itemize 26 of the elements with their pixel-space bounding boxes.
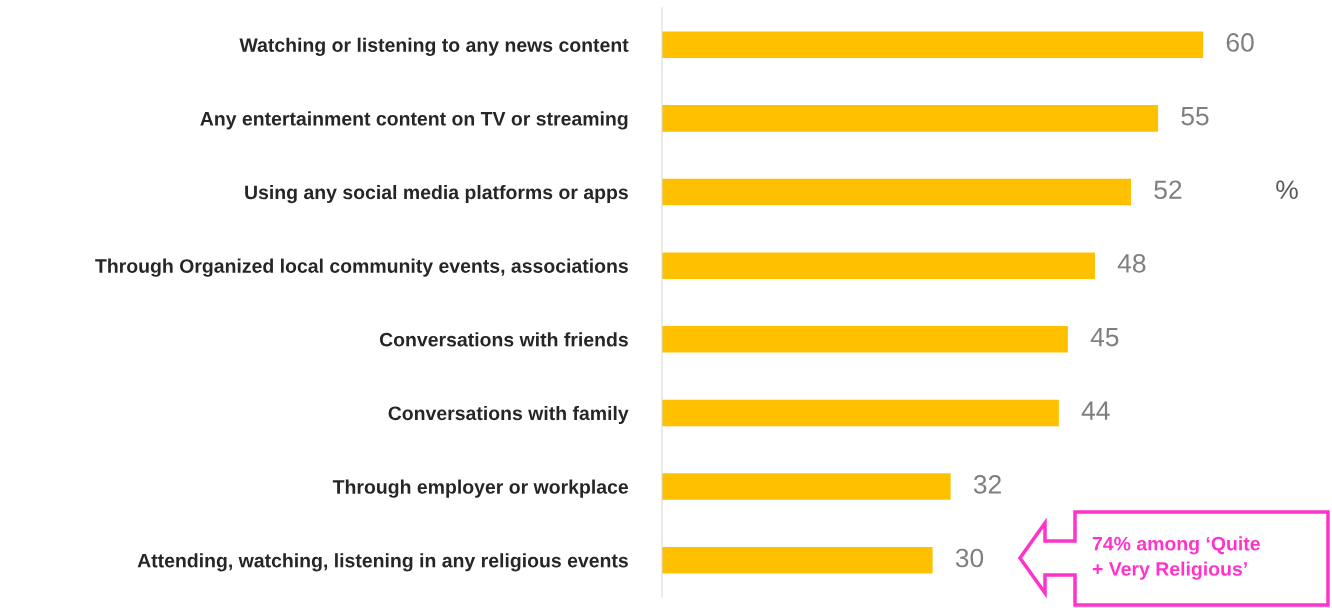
y-tick-label: Through employer or workplace (332, 479, 629, 498)
data-label: 30 (955, 548, 984, 568)
data-label: 48 (1117, 254, 1146, 273)
y-tick-label: Watching or listening to any news content (239, 37, 629, 56)
annotation: 74% among ‘Quite + Very Religious’ (1092, 536, 1260, 580)
data-label: 55 (1181, 107, 1209, 126)
data-label: 60 (1226, 33, 1254, 52)
bar (662, 105, 1159, 132)
data-label: 44 (1081, 401, 1110, 420)
bar (662, 546, 933, 574)
y-tick-label: Any entertainment content on TV or streaming (200, 111, 628, 130)
text: % (1276, 180, 1298, 199)
y-tick-label: Using any social media platforms or apps (245, 184, 628, 204)
bar (662, 252, 1095, 279)
bar (662, 326, 1068, 353)
data-label: 52 (1154, 180, 1182, 200)
y-tick-label: Conversations with family (388, 405, 629, 425)
bar (662, 473, 951, 500)
bar (662, 31, 1204, 58)
bar (662, 178, 1132, 206)
y-tick-label: Through Organized local community events, associations (95, 258, 628, 277)
data-label: 45 (1090, 327, 1119, 347)
y-tick-label: Conversations with friends (379, 332, 628, 347)
data-label: 32 (973, 474, 1001, 494)
bar (662, 399, 1059, 427)
y-tick-label: Attending, watching, listening in any religious events (137, 553, 628, 572)
